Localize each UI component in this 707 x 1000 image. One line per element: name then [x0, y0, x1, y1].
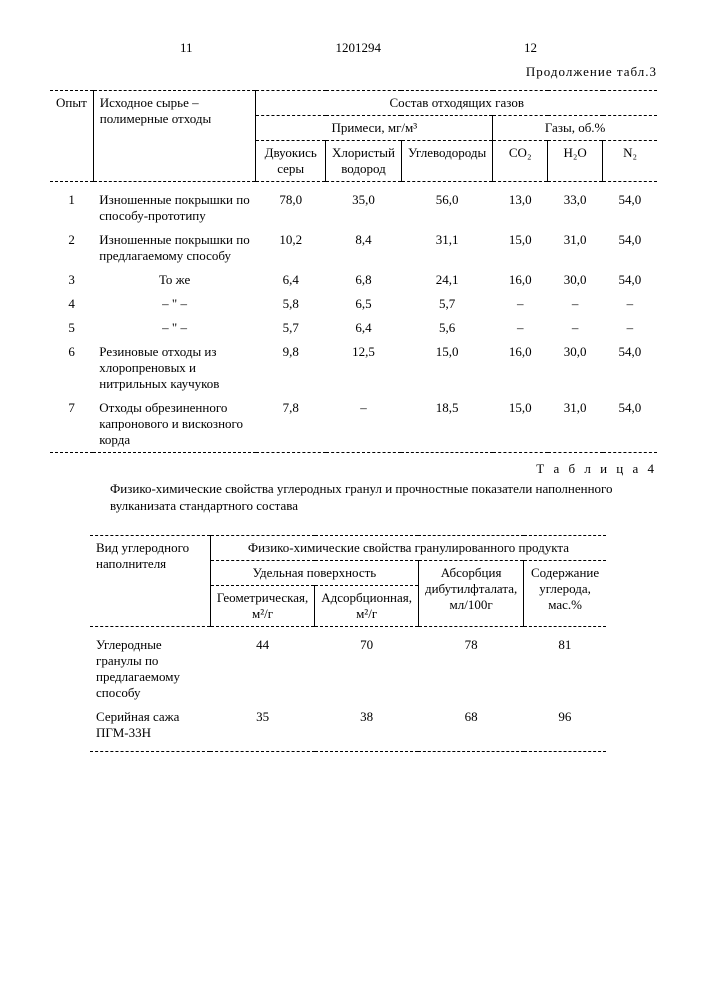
- col-header-so2: Двуокись серы: [256, 141, 326, 182]
- t4-col-adsorb: Адсорбционная, м²/г: [315, 585, 419, 626]
- t4-col-dbp: Абсорбция дибутилфталата, мл/100г: [418, 560, 523, 626]
- col-header-n2: N₂: [603, 141, 657, 182]
- table-4: Вид углеродного наполнителя Физико-химич…: [90, 535, 606, 752]
- col-header-co2: CO₂: [493, 141, 548, 182]
- table-3: Опыт Исходное сырье – полимерные отходы …: [50, 90, 657, 453]
- table-row: 7 Отходы обрезиненного капронового и вис…: [50, 396, 657, 453]
- table-row: 4 – " – 5,8 6,5 5,7 – – –: [50, 292, 657, 316]
- table-row: 3 То же 6,4 6,8 24,1 16,0 30,0 54,0: [50, 268, 657, 292]
- table-row: 1 Изношенные покрышки по способу-прототи…: [50, 188, 657, 228]
- col-header-gases-pct: Газы, об.%: [493, 116, 657, 141]
- table-row: Углеродные гранулы по предлагаемому спос…: [90, 633, 606, 705]
- col-header-hcl: Хлористый водород: [326, 141, 402, 182]
- document-number: 1201294: [336, 40, 382, 56]
- col-header-hc: Углеводороды: [401, 141, 492, 182]
- t4-col-surface: Удельная поверхность: [210, 560, 418, 585]
- page-number-right: 12: [524, 40, 537, 56]
- t4-col-type: Вид углеродного наполнителя: [90, 535, 210, 626]
- col-header-material: Исходное сырье – полимерные отходы: [93, 91, 256, 182]
- col-header-gases: Состав отходящих газов: [256, 91, 657, 116]
- table-row: 2 Изношенные покрышки по предлагаемому с…: [50, 228, 657, 268]
- col-header-impurities: Примеси, мг/м³: [256, 116, 493, 141]
- t4-col-carbon: Содержание углерода, мас.%: [524, 560, 606, 626]
- table4-caption: Т а б л и ц а 4: [50, 461, 657, 477]
- table-continuation-label: Продолжение табл.3: [50, 64, 657, 80]
- table-row: 5 – " – 5,7 6,4 5,6 – – –: [50, 316, 657, 340]
- table-row: 6 Резиновые отходы из хлоропреновых и ни…: [50, 340, 657, 396]
- t4-col-geom: Геометрическая, м²/г: [210, 585, 314, 626]
- page-number-left: 11: [180, 40, 193, 56]
- table4-description: Физико-химические свойства углеродных гр…: [110, 481, 637, 515]
- t4-col-props: Физико-химические свойства гранулированн…: [210, 535, 606, 560]
- page-header: 11 1201294 12: [50, 40, 657, 56]
- col-header-h2o: H₂O: [548, 141, 603, 182]
- table-row: Серийная сажа ПГМ-33Н 35 38 68 96: [90, 705, 606, 745]
- col-header-opyt: Опыт: [50, 91, 93, 182]
